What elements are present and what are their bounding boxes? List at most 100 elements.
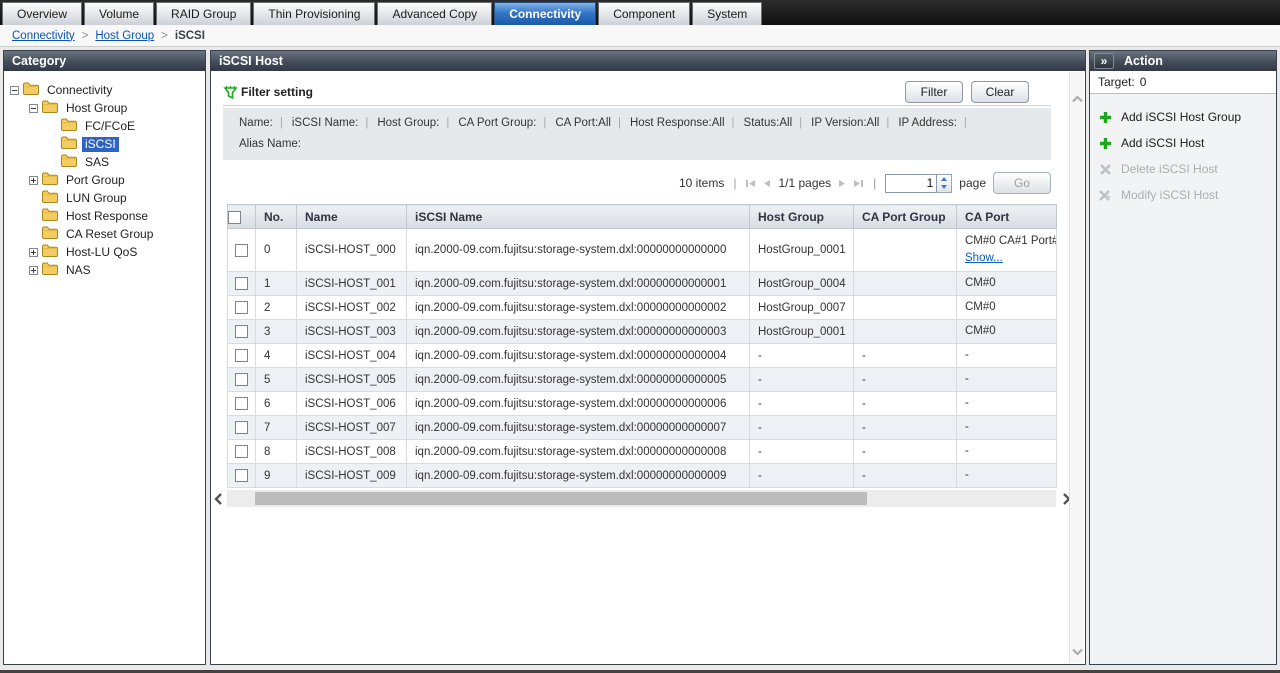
breadcrumb-link[interactable]: Connectivity [12, 29, 75, 42]
tree-item[interactable]: NAS [4, 261, 205, 279]
row-checkbox[interactable] [235, 445, 248, 458]
select-all-checkbox[interactable] [228, 210, 241, 224]
horizontal-scrollbar[interactable] [214, 490, 1071, 507]
clear-button[interactable]: Clear [971, 81, 1029, 103]
column-header: CA Port [956, 204, 1057, 229]
tree-item-label: iSCSI [82, 136, 119, 152]
page-number-input[interactable] [885, 173, 938, 193]
add-icon [1098, 137, 1112, 150]
filter-criteria-line1: Name: | iSCSI Name: | Host Group: | CA Port Gr… [239, 113, 1035, 134]
tree-item[interactable]: FC/FCoE [4, 117, 205, 135]
tree-item[interactable]: SAS [4, 153, 205, 171]
tree-expander-icon[interactable] [29, 265, 38, 275]
show-link[interactable]: Show... [965, 252, 1003, 264]
cell-name: iSCSI-HOST_005 [296, 367, 407, 392]
table-row[interactable]: 4 iSCSI-HOST_004 iqn.2000-09.com.fujitsu… [227, 343, 1057, 368]
prev-page-icon[interactable] [763, 179, 771, 188]
row-select-cell [227, 271, 256, 296]
row-checkbox[interactable] [235, 301, 248, 314]
first-page-icon[interactable] [745, 179, 756, 188]
table-row[interactable]: 8 iSCSI-HOST_008 iqn.2000-09.com.fujitsu… [227, 439, 1057, 464]
top-tab[interactable]: Overview [2, 2, 83, 25]
top-tab[interactable]: RAID Group [156, 2, 252, 25]
tree-item[interactable]: Host Group [4, 99, 205, 117]
tree-item[interactable]: Host Response [4, 207, 205, 225]
cell-ca-port: - [956, 343, 1057, 368]
top-tab[interactable]: Component [598, 2, 691, 25]
top-tab-label: Overview [17, 7, 68, 21]
filter-criterion: Host Group: [377, 117, 440, 129]
row-checkbox[interactable] [235, 325, 248, 338]
row-select-cell [227, 367, 256, 392]
top-tab-label: Volume [99, 7, 140, 21]
top-tab[interactable]: Advanced Copy [377, 2, 493, 25]
top-tab-label: Thin Provisioning [268, 7, 361, 21]
column-header: iSCSI Name [406, 204, 750, 229]
scroll-down-icon[interactable] [1071, 645, 1084, 659]
filter-criterion: iSCSI Name: [291, 117, 359, 129]
tree-item[interactable]: Connectivity [4, 81, 205, 99]
top-tab[interactable]: Thin Provisioning [253, 2, 376, 25]
tree-expander-icon[interactable] [29, 175, 38, 185]
cell-ca-port-group: - [853, 463, 957, 488]
last-page-icon[interactable] [853, 179, 864, 188]
cell-name: iSCSI-HOST_001 [296, 271, 407, 296]
action-item-label: Add iSCSI Host [1121, 136, 1205, 150]
table-row[interactable]: 7 iSCSI-HOST_007 iqn.2000-09.com.fujitsu… [227, 415, 1057, 440]
action-item: Modify iSCSI Host [1098, 184, 1276, 206]
action-item[interactable]: Add iSCSI Host [1098, 132, 1276, 154]
go-button[interactable]: Go [993, 172, 1051, 194]
scroll-up-icon[interactable] [1071, 92, 1084, 106]
table-row[interactable]: 1 iSCSI-HOST_001 iqn.2000-09.com.fujitsu… [227, 271, 1057, 296]
filter-button[interactable]: Filter [905, 81, 963, 103]
tree-item[interactable]: Host-LU QoS [4, 243, 205, 261]
row-checkbox[interactable] [235, 397, 248, 410]
tree-item[interactable]: LUN Group [4, 189, 205, 207]
filter-separator: | [617, 117, 621, 129]
table-row[interactable]: 9 iSCSI-HOST_009 iqn.2000-09.com.fujitsu… [227, 463, 1057, 488]
tree-item[interactable]: Port Group [4, 171, 205, 189]
ca-port-text: - [965, 373, 969, 385]
scroll-left-icon[interactable] [213, 491, 223, 507]
cell-iscsi-name: iqn.2000-09.com.fujitsu:storage-system.d… [406, 391, 750, 416]
spinner-down-icon[interactable] [937, 183, 951, 192]
row-checkbox[interactable] [235, 277, 248, 290]
cell-ca-port: - [956, 367, 1057, 392]
horizontal-scroll-thumb[interactable] [255, 492, 867, 505]
cell-ca-port: CM#0 CA#1 Port# Show... [956, 228, 1057, 272]
row-checkbox[interactable] [235, 421, 248, 434]
action-list: Add iSCSI Host Group Add iSCSI Host Dele… [1090, 94, 1276, 206]
breadcrumb-link[interactable]: Host Group [95, 29, 155, 42]
tree-item[interactable]: iSCSI [4, 135, 205, 153]
filter-criteria-line2: Alias Name: [239, 134, 1035, 155]
row-checkbox[interactable] [235, 243, 248, 257]
table-row[interactable]: 6 iSCSI-HOST_006 iqn.2000-09.com.fujitsu… [227, 391, 1057, 416]
spinner-up-icon[interactable] [937, 175, 951, 184]
folder-icon [42, 190, 58, 206]
filter-separator: | [799, 117, 803, 129]
top-tab[interactable]: System [692, 2, 763, 25]
tree-expander-icon[interactable] [29, 103, 38, 113]
tree-item[interactable]: CA Reset Group [4, 225, 205, 243]
top-tab[interactable]: Volume [84, 2, 155, 25]
action-item[interactable]: Add iSCSI Host Group [1098, 106, 1276, 128]
tree-expander-icon[interactable] [10, 85, 19, 95]
vertical-scrollbar[interactable] [1069, 72, 1084, 663]
next-page-icon[interactable] [838, 179, 846, 188]
collapse-panel-button[interactable]: » [1094, 53, 1114, 69]
folder-icon [23, 82, 39, 98]
row-checkbox[interactable] [235, 373, 248, 386]
breadcrumb-item: Connectivity > [12, 30, 88, 42]
ca-port-text: - [965, 445, 969, 457]
top-tab[interactable]: Connectivity [494, 2, 597, 25]
action-panel: » Action Target: 0 Add iSCSI Host Group … [1089, 50, 1277, 665]
row-select-cell [227, 319, 256, 344]
row-checkbox[interactable] [235, 469, 248, 482]
action-panel-title-bar: » Action [1090, 51, 1276, 71]
table-row[interactable]: 0 iSCSI-HOST_000 iqn.2000-09.com.fujitsu… [227, 228, 1057, 272]
table-row[interactable]: 5 iSCSI-HOST_005 iqn.2000-09.com.fujitsu… [227, 367, 1057, 392]
table-row[interactable]: 3 iSCSI-HOST_003 iqn.2000-09.com.fujitsu… [227, 319, 1057, 344]
table-row[interactable]: 2 iSCSI-HOST_002 iqn.2000-09.com.fujitsu… [227, 295, 1057, 320]
row-checkbox[interactable] [235, 349, 248, 362]
tree-expander-icon[interactable] [29, 247, 38, 257]
